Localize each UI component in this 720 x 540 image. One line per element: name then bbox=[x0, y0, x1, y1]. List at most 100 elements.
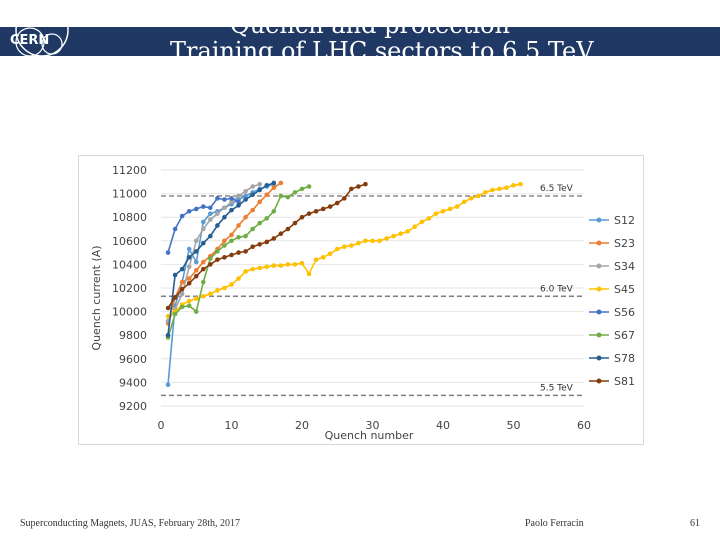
data-point bbox=[201, 259, 206, 265]
data-point bbox=[426, 216, 432, 221]
data-point bbox=[186, 209, 192, 214]
data-point bbox=[398, 231, 404, 237]
legend-label: S23 bbox=[614, 237, 635, 250]
data-point bbox=[229, 196, 234, 201]
data-point bbox=[419, 219, 425, 225]
data-point bbox=[193, 206, 199, 212]
legend-swatch-marker bbox=[596, 355, 602, 361]
data-point bbox=[229, 252, 234, 258]
y-tick-label: 10200 bbox=[112, 282, 147, 295]
data-point bbox=[222, 238, 227, 244]
legend-swatch-marker bbox=[596, 263, 602, 269]
data-point bbox=[271, 180, 277, 186]
data-point bbox=[292, 190, 298, 195]
data-point bbox=[243, 193, 248, 199]
data-point bbox=[257, 199, 262, 205]
data-point bbox=[370, 238, 375, 244]
data-point bbox=[165, 314, 171, 319]
data-point bbox=[208, 217, 213, 222]
series-s56 bbox=[165, 196, 241, 255]
data-point bbox=[306, 271, 312, 277]
data-point bbox=[201, 279, 206, 285]
data-point bbox=[179, 213, 185, 219]
data-point bbox=[215, 288, 220, 293]
data-point bbox=[236, 193, 241, 199]
data-point bbox=[433, 211, 439, 216]
data-point bbox=[349, 243, 354, 248]
data-point bbox=[201, 204, 206, 209]
data-point bbox=[193, 238, 199, 244]
data-point bbox=[342, 244, 347, 249]
data-point bbox=[229, 207, 234, 213]
data-point bbox=[236, 250, 241, 255]
series-line bbox=[167, 182, 275, 336]
data-point bbox=[179, 304, 185, 310]
page-number: 61 bbox=[690, 518, 700, 529]
data-point bbox=[454, 204, 460, 209]
x-tick-label: 60 bbox=[577, 419, 591, 432]
data-point bbox=[313, 209, 319, 214]
data-point bbox=[461, 199, 467, 205]
y-tick-label: 9800 bbox=[119, 329, 147, 342]
data-point bbox=[243, 249, 248, 254]
data-point bbox=[179, 279, 185, 285]
data-point bbox=[264, 264, 270, 270]
data-point bbox=[236, 223, 241, 228]
reference-line-label: 6.0 TeV bbox=[540, 284, 574, 294]
legend-item: S56 bbox=[589, 306, 635, 319]
legend-label: S78 bbox=[614, 352, 635, 365]
x-axis-label: Quench number bbox=[325, 429, 414, 442]
data-point bbox=[165, 250, 171, 255]
data-point bbox=[193, 249, 199, 254]
legend-label: S45 bbox=[614, 283, 635, 296]
data-point bbox=[271, 263, 277, 268]
data-point bbox=[257, 187, 262, 193]
legend-swatch-marker bbox=[596, 240, 602, 246]
data-point bbox=[186, 280, 192, 286]
y-tick-label: 10800 bbox=[112, 211, 147, 224]
data-point bbox=[208, 205, 213, 211]
legend-swatch-marker bbox=[596, 309, 602, 315]
data-point bbox=[201, 266, 206, 272]
y-tick-label: 10600 bbox=[112, 235, 147, 248]
data-point bbox=[172, 226, 178, 232]
data-point bbox=[172, 272, 178, 278]
data-point bbox=[412, 224, 418, 229]
x-tick-label: 40 bbox=[436, 419, 450, 432]
data-point bbox=[179, 291, 185, 297]
x-tick-label: 10 bbox=[225, 419, 239, 432]
data-point bbox=[475, 193, 481, 199]
data-point bbox=[201, 219, 206, 225]
data-point bbox=[229, 282, 234, 287]
legend-item: S12 bbox=[589, 214, 635, 227]
legend-label: S67 bbox=[614, 329, 635, 342]
data-point bbox=[327, 251, 333, 257]
data-point bbox=[377, 238, 382, 244]
data-point bbox=[243, 214, 248, 220]
legend-swatch-marker bbox=[596, 217, 602, 223]
y-tick-label: 9200 bbox=[119, 400, 147, 413]
page-subtitle: Training of LHC sectors to 6.5 TeV bbox=[170, 37, 594, 56]
y-tick-label: 9600 bbox=[119, 353, 147, 366]
legend-swatch-marker bbox=[596, 332, 602, 338]
data-point bbox=[363, 181, 368, 187]
data-point bbox=[250, 184, 255, 189]
data-point bbox=[165, 332, 171, 338]
y-tick-label: 10000 bbox=[112, 306, 147, 319]
data-point bbox=[299, 260, 305, 266]
data-point bbox=[215, 257, 220, 262]
data-point bbox=[243, 197, 248, 202]
data-point bbox=[250, 207, 255, 213]
data-point bbox=[172, 295, 178, 300]
data-point bbox=[243, 188, 248, 194]
x-tick-label: 20 bbox=[295, 419, 309, 432]
data-point bbox=[193, 309, 199, 314]
data-point bbox=[229, 232, 234, 238]
y-tick-label: 11200 bbox=[112, 164, 147, 177]
data-point bbox=[356, 240, 361, 246]
data-point bbox=[186, 276, 192, 281]
series-s45 bbox=[165, 181, 523, 319]
svg-text:CERN: CERN bbox=[10, 33, 49, 48]
data-point bbox=[222, 197, 227, 202]
data-point bbox=[165, 305, 171, 311]
